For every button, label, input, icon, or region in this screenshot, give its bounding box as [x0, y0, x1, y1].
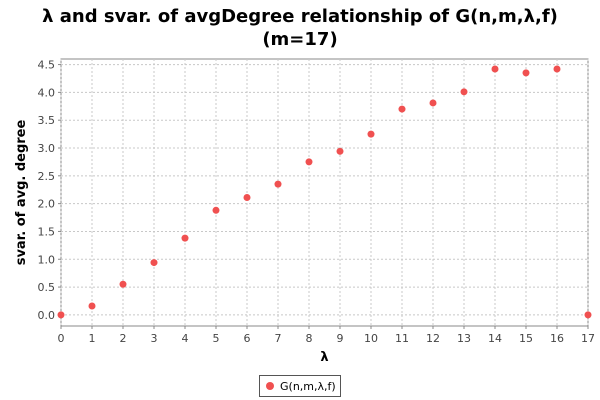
- x-tick-label: 14: [488, 332, 502, 345]
- data-point: [584, 311, 592, 319]
- x-tick-label: 3: [151, 332, 158, 345]
- y-axis: 0.0 0.5 1.0 1.5 2.0 2.5 3.0 3.5 4.0 4.5: [38, 59, 61, 322]
- legend: G(n,m,λ,f): [259, 375, 341, 397]
- data-points: [57, 65, 592, 319]
- x-axis: 0 1 2 3 4 5 6 7 8 9 10 11 12 13 14 15 16 17: [58, 326, 595, 345]
- data-point: [336, 147, 344, 155]
- x-tick-label: 11: [395, 332, 409, 345]
- data-point: [398, 105, 406, 113]
- x-tick-label: 5: [213, 332, 220, 345]
- data-point: [367, 130, 375, 138]
- y-tick-label: 3.5: [38, 114, 56, 127]
- x-tick-label: 7: [275, 332, 282, 345]
- x-tick-label: 10: [364, 332, 378, 345]
- y-tick-label: 0.5: [38, 281, 56, 294]
- data-point: [57, 311, 65, 319]
- x-tick-label: 0: [58, 332, 65, 345]
- x-tick-label: 15: [519, 332, 533, 345]
- y-tick-label: 1.0: [38, 253, 56, 266]
- data-point: [491, 65, 499, 73]
- x-tick-label: 16: [550, 332, 564, 345]
- y-tick-label: 4.0: [38, 86, 56, 99]
- legend-marker: [266, 382, 274, 390]
- x-tick-label: 9: [337, 332, 344, 345]
- data-point: [181, 234, 189, 242]
- y-tick-label: 1.5: [38, 225, 56, 238]
- data-point: [460, 88, 468, 96]
- x-tick-label: 6: [244, 332, 251, 345]
- y-tick-label: 4.5: [38, 59, 56, 72]
- chart-subtitle: (m=17): [262, 29, 338, 50]
- data-point: [305, 158, 313, 166]
- x-axis-label: λ: [320, 350, 328, 365]
- data-point: [119, 280, 127, 288]
- y-axis-label: svar. of avg. degree: [14, 120, 29, 266]
- data-point: [212, 206, 220, 214]
- y-tick-label: 2.5: [38, 170, 56, 183]
- data-point: [88, 302, 96, 310]
- legend-label: G(n,m,λ,f): [280, 379, 336, 393]
- data-point: [274, 180, 282, 188]
- x-tick-label: 8: [306, 332, 313, 345]
- y-tick-label: 3.0: [38, 142, 56, 155]
- grid-lines: [60, 59, 589, 326]
- data-point: [522, 69, 530, 77]
- x-tick-label: 17: [581, 332, 595, 345]
- x-tick-label: 13: [457, 332, 471, 345]
- plot-area: [60, 58, 589, 327]
- x-tick-label: 2: [120, 332, 127, 345]
- data-point: [429, 99, 437, 107]
- data-point: [553, 65, 561, 73]
- data-point: [243, 194, 251, 202]
- x-tick-label: 1: [89, 332, 96, 345]
- x-tick-label: 12: [426, 332, 440, 345]
- chart-title: λ and svar. of avgDegree relationship of…: [42, 6, 558, 27]
- y-tick-label: 0.0: [38, 309, 56, 322]
- data-point: [150, 259, 158, 267]
- y-tick-label: 2.0: [38, 198, 56, 211]
- x-tick-label: 4: [182, 332, 189, 345]
